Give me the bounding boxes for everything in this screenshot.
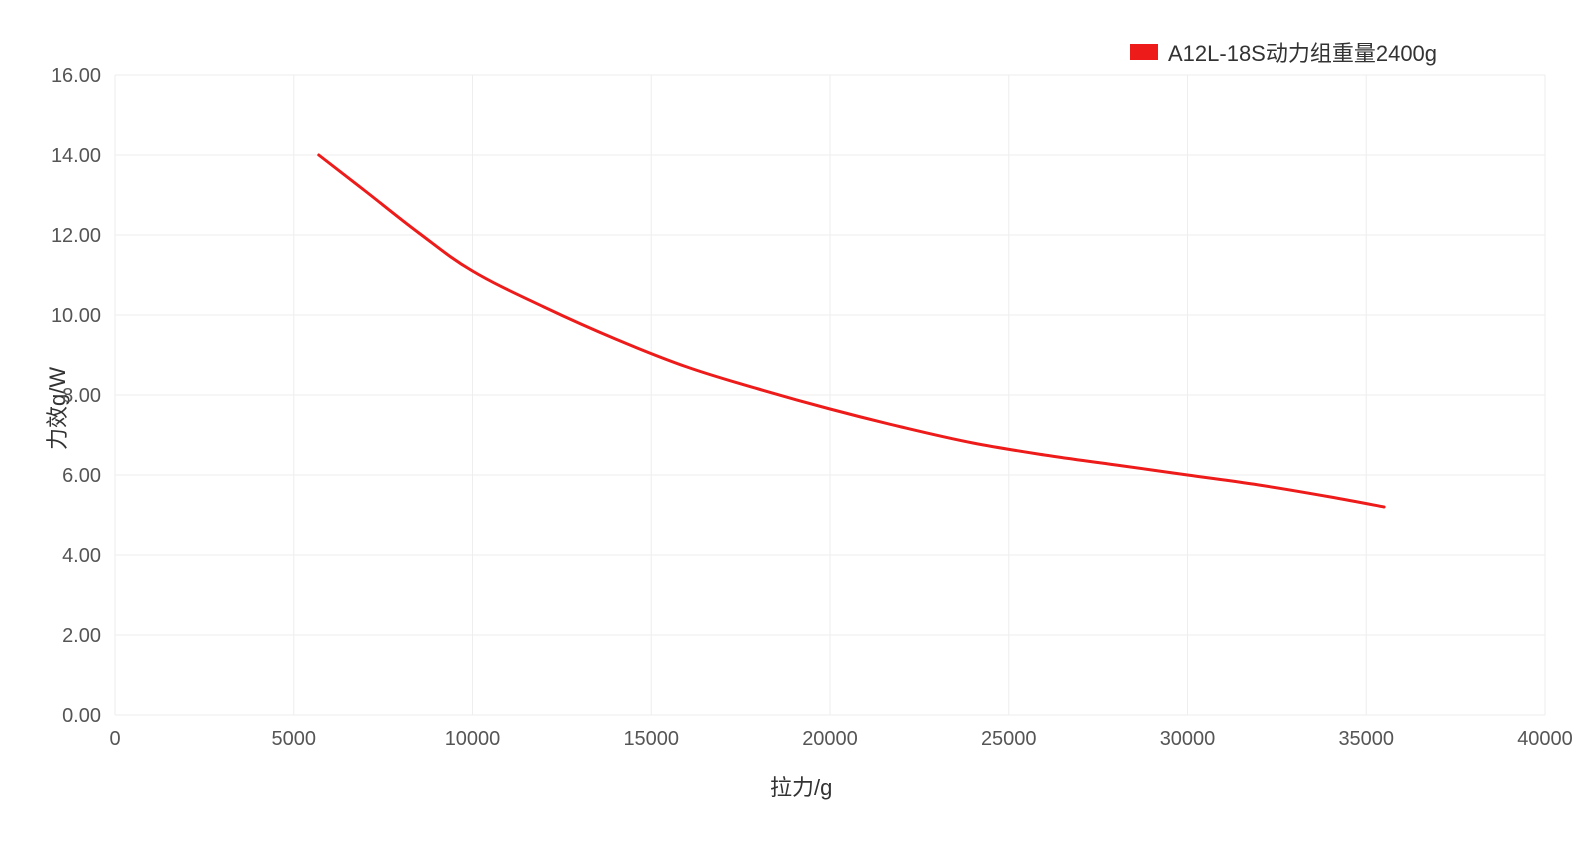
x-tick-label: 30000: [1160, 728, 1216, 750]
y-tick-label: 10.00: [51, 305, 101, 327]
chart-plot: 0.00 2.00 4.00 6.00 8.00 10.00 12.00 14.00 16.00…: [0, 0, 1592, 842]
y-tick-label: 16.00: [51, 65, 101, 87]
x-tick-label: 5000: [272, 728, 317, 750]
x-tick-label: 25000: [981, 728, 1037, 750]
x-tick-label: 10000: [445, 728, 501, 750]
y-tick-label: 14.00: [51, 145, 101, 167]
y-tick-label: 8.00: [62, 385, 101, 407]
x-axis-ticks: 0 5000 10000 15000 20000 25000 30000 35000 40000: [109, 728, 1572, 750]
x-tick-label: 0: [109, 728, 120, 750]
y-tick-label: 4.00: [62, 545, 101, 567]
y-tick-label: 12.00: [51, 225, 101, 247]
x-tick-label: 15000: [623, 728, 679, 750]
x-tick-label: 40000: [1517, 728, 1573, 750]
efficiency-chart: A12L-18S动力组重量2400g 力效g/W 拉力/g 0.002.004.…: [0, 0, 1592, 842]
y-tick-label: 6.00: [62, 465, 101, 487]
series-line: [319, 155, 1384, 507]
x-tick-label: 35000: [1338, 728, 1394, 750]
y-tick-label: 0.00: [62, 705, 101, 727]
y-axis-ticks: 0.00 2.00 4.00 6.00 8.00 10.00 12.00 14.00 16.00: [51, 65, 101, 727]
y-tick-label: 2.00: [62, 625, 101, 647]
x-tick-label: 20000: [802, 728, 858, 750]
